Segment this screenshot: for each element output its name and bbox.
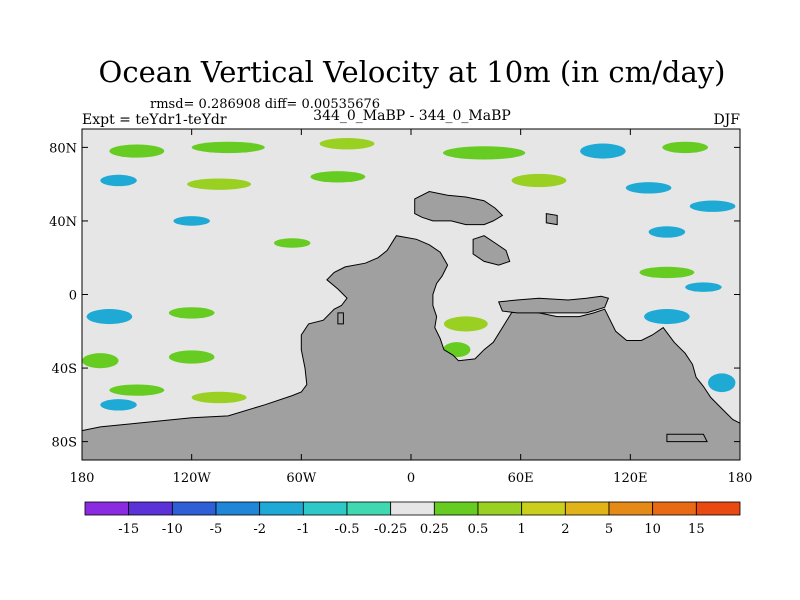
- colorbar-box: [128, 501, 173, 516]
- subtitle-text: 344_0_MaBP - 344_0_MaBP: [313, 108, 511, 124]
- colorbar-label: 10: [644, 522, 661, 537]
- x-tick-label: 120E: [613, 471, 647, 486]
- colorbar-label: 2: [561, 522, 569, 537]
- x-tick-label: 180: [70, 471, 95, 486]
- colorbar-box: [171, 501, 217, 516]
- expt-text: Expt = teYdr1-teYdr: [82, 112, 227, 128]
- x-tick-label: 180: [728, 471, 753, 486]
- colorbar-box: [608, 501, 654, 516]
- x-tick-label: 60E: [508, 471, 534, 486]
- anomaly-patch: [443, 316, 488, 332]
- anomaly-patch: [168, 307, 215, 319]
- anomaly-patch: [689, 200, 736, 212]
- chart-title: Ocean Vertical Velocity at 10m (in cm/da…: [99, 55, 726, 89]
- land-masses: [81, 190, 741, 461]
- stats-text: rmsd= 0.286908 diff= 0.00535676: [150, 97, 380, 112]
- y-tick-label: 40S: [52, 362, 77, 377]
- anomaly-patch: [580, 143, 626, 159]
- colorbar-box: [521, 501, 566, 516]
- x-tick-label: 0: [407, 471, 415, 486]
- anomaly-patch: [319, 138, 375, 150]
- anomaly-patch: [662, 141, 709, 154]
- x-axis: 180 120W 60W 0 60E 120E 180: [70, 129, 753, 486]
- colorbar-box: [346, 501, 392, 516]
- colorbar-label: 0.25: [420, 522, 449, 537]
- anomaly-patch: [100, 399, 137, 411]
- y-tick-label: 80S: [52, 436, 77, 451]
- land-island-south-east: [666, 433, 708, 443]
- land-antarctica: [81, 235, 741, 461]
- land-island-atlantic: [337, 312, 344, 325]
- colorbar-box: [390, 501, 435, 516]
- anomaly-patch: [109, 144, 165, 158]
- anomaly-patch: [708, 373, 736, 393]
- y-tick-label: 40N: [49, 215, 77, 230]
- anomaly-patch: [639, 266, 695, 279]
- colorbar-label: 1: [518, 522, 526, 537]
- colorbar-box: [477, 501, 523, 516]
- land-eurasia-block: [414, 190, 504, 226]
- colorbar-label: 5: [605, 522, 613, 537]
- colorbar-label: -2: [253, 522, 266, 537]
- anomaly-patch: [625, 182, 672, 194]
- map-panel: [81, 128, 741, 461]
- y-tick-label: 0: [69, 289, 77, 304]
- anomaly-patch: [644, 309, 690, 325]
- land-island-north-east: [545, 213, 558, 226]
- anomaly-patch: [187, 178, 252, 190]
- anomaly-patch: [86, 309, 133, 325]
- anomaly-patch: [191, 391, 247, 404]
- colorbar-box: [652, 501, 697, 516]
- colorbar-box: [302, 501, 348, 516]
- colorbar-box: [215, 501, 261, 516]
- colorbar-box: [259, 501, 304, 516]
- colorbar-label: -5: [210, 522, 223, 537]
- colorbar-box: [84, 501, 130, 516]
- anomaly-patch: [168, 350, 215, 364]
- colorbar-label: -0.25: [374, 522, 407, 537]
- land-island-indian: [497, 295, 610, 314]
- anomaly-patch: [273, 238, 311, 248]
- colorbar: -15 -10 -5 -2 -1 -0.5 -0.25 0.25 0.5 1 2 5 10 15: [84, 501, 741, 537]
- anomaly-patches: [82, 138, 736, 411]
- anomaly-patch: [511, 173, 567, 188]
- colorbar-label: -0.5: [334, 522, 359, 537]
- anomaly-patch: [685, 282, 722, 292]
- land-island-central: [472, 235, 511, 266]
- colorbar-box: [695, 501, 741, 516]
- x-tick-label: 120W: [173, 471, 212, 486]
- colorbar-label: -10: [162, 522, 183, 537]
- y-axis: 80N 40N 0 40S 80S: [49, 141, 740, 451]
- anomaly-patch: [100, 174, 137, 187]
- anomaly-patch: [191, 141, 265, 154]
- colorbar-box: [564, 501, 610, 516]
- colorbar-label: 0.5: [468, 522, 489, 537]
- colorbar-label: -1: [297, 522, 310, 537]
- colorbar-label: -15: [118, 522, 139, 537]
- anomaly-patch: [442, 146, 526, 160]
- colorbar-label: 15: [688, 522, 705, 537]
- anomaly-patch: [173, 216, 210, 226]
- season-label: DJF: [713, 112, 740, 128]
- anomaly-patch: [310, 171, 366, 183]
- colorbar-box: [433, 501, 479, 516]
- y-tick-label: 80N: [49, 141, 77, 156]
- x-tick-label: 60W: [286, 471, 317, 486]
- anomaly-patch: [82, 353, 119, 369]
- anomaly-patch: [109, 384, 165, 396]
- anomaly-patch: [648, 226, 686, 238]
